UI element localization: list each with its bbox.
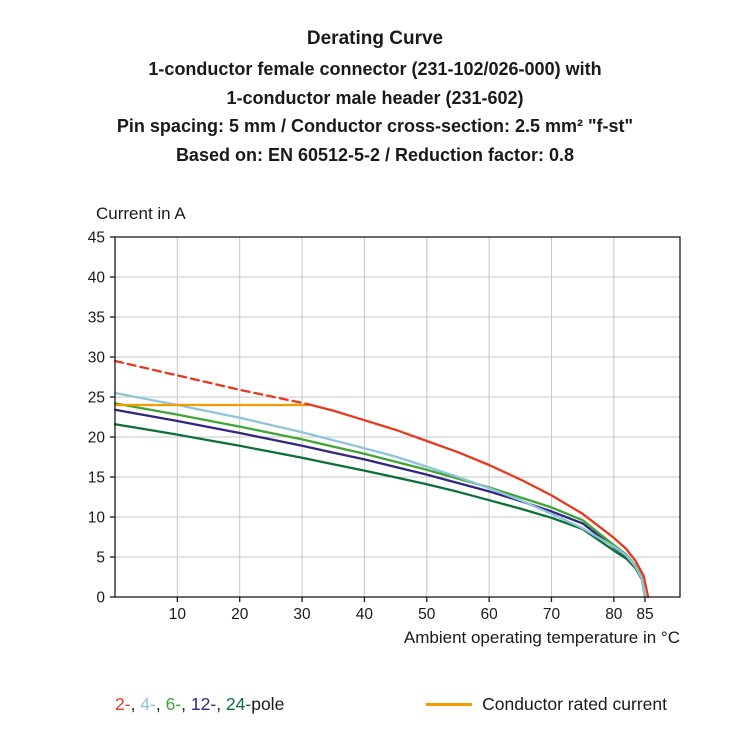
series-2-pole: [307, 403, 650, 599]
chart-subtitle-line-2: 1-conductor male header (231-602): [226, 87, 524, 108]
y-tick-label: 15: [88, 470, 105, 487]
series-24-pole: [113, 423, 647, 599]
legend-separator: ,: [130, 694, 141, 714]
legend-rated: Conductor rated current: [426, 694, 667, 715]
plot-border: [114, 236, 681, 598]
legend-pole-2: 2-: [115, 694, 131, 714]
x-tick-label: 70: [543, 606, 561, 623]
y-tick-label: 10: [88, 510, 106, 527]
chart-title: Derating Curve: [306, 28, 444, 49]
y-tick-label: 0: [96, 590, 105, 607]
rated-current-line-icon: [426, 703, 473, 706]
y-tick-label: 25: [88, 390, 105, 407]
x-tick-label: 80: [605, 606, 623, 623]
legend-pole-12: 12-: [190, 694, 217, 714]
legend-pole-suffix: pole: [251, 694, 285, 714]
y-tick-label: 20: [88, 430, 106, 447]
chart-header: Derating Curve 1-conductor female connec…: [0, 28, 750, 169]
y-axis-title: Current in A: [96, 204, 186, 223]
legend-separator: ,: [216, 694, 226, 714]
legend-pole-4: 4-: [140, 694, 156, 714]
x-tick-label: 30: [293, 606, 311, 623]
legend: 2-, 4-, 6-, 12-, 24-pole Conductor rated…: [115, 694, 667, 715]
x-tick-label: 60: [480, 606, 498, 623]
x-axis-title: Ambient operating temperature in °C: [403, 628, 680, 647]
x-tick-label: 85: [636, 606, 653, 623]
y-tick-label: 45: [88, 230, 105, 247]
derating-chart: 10 20 30 40 50 60 70 80 85 0 5 10 15 20 25 30 35 40 45: [88, 230, 681, 624]
x-tick-label: 50: [418, 606, 436, 623]
series-2-pole-dashed: [113, 359, 310, 406]
grid-lines: [115, 237, 680, 597]
legend-separator: ,: [155, 694, 166, 714]
legend-pole-6: 6-: [165, 694, 182, 714]
legend-separator: ,: [181, 694, 191, 714]
legend-pole-24: 24-: [225, 694, 252, 714]
series-4-pole: [113, 391, 647, 599]
x-tick-label: 20: [231, 606, 249, 623]
chart-subtitle-line-4: Based on: EN 60512-5-2 / Reduction facto…: [175, 144, 575, 165]
chart-subtitle-line-1: 1-conductor female connector (231-102/02…: [148, 59, 602, 79]
y-tick-label: 5: [96, 550, 105, 567]
y-tick-label: 35: [88, 310, 105, 327]
legend-poles: 2-, 4-, 6-, 12-, 24-pole: [115, 694, 284, 715]
x-tick-label: 10: [169, 606, 187, 623]
series-6-pole: [113, 402, 647, 599]
chart-subtitle-line-3: Pin spacing: 5 mm / Conductor cross-sect…: [116, 116, 634, 136]
y-tick-label: 30: [88, 350, 106, 367]
x-tick-label: 40: [356, 606, 374, 623]
y-tick-label: 40: [88, 270, 106, 287]
tick-labels: 10 20 30 40 50 60 70 80 85 0 5 10 15 20 25 30 35 40 45: [88, 230, 654, 624]
legend-rated-label: Conductor rated current: [482, 694, 667, 714]
